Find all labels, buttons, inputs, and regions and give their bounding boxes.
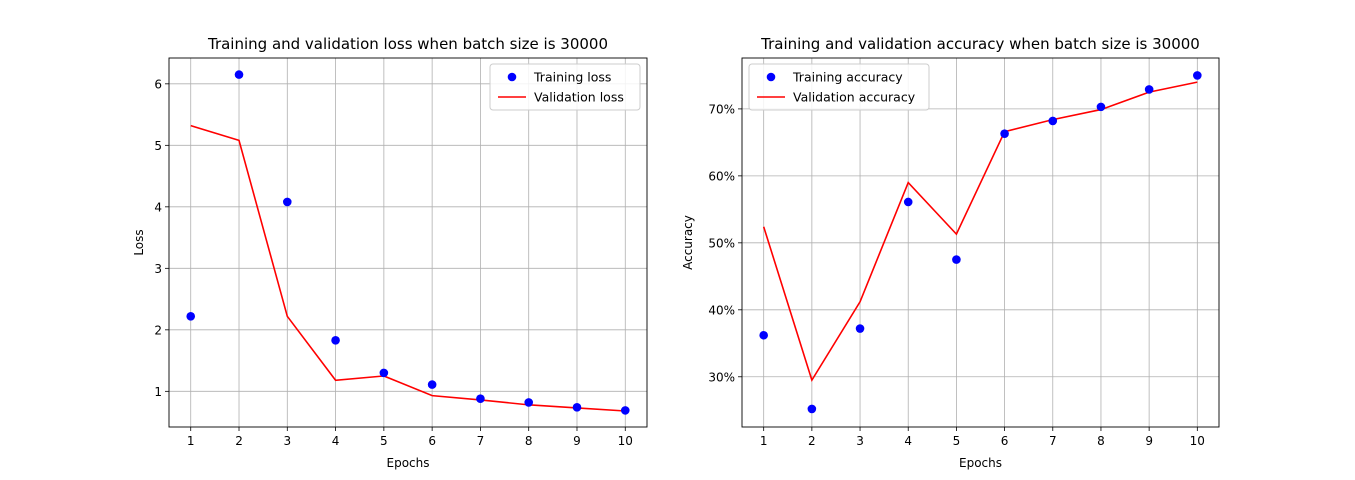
loss-x-tick-label: 4	[332, 434, 340, 448]
accuracy-chart-y-axis-label: Accuracy	[681, 215, 695, 270]
accuracy-x-tick-label: 9	[1145, 434, 1153, 448]
loss-legend-box	[489, 63, 641, 111]
accuracy-x-tick-label: 3	[856, 434, 864, 448]
accuracy-chart-plot-area: 1 2 3 4 5 6 7 8 9 10 30% 40% 50% 60% 70%	[708, 57, 1220, 448]
accuracy-x-tick-label: 1	[760, 434, 768, 448]
accuracy-x-tick-label: 7	[1049, 434, 1057, 448]
accuracy-chart-x-axis-label: Epochs	[959, 456, 1002, 470]
loss-training-point	[234, 70, 244, 79]
loss-training-point	[572, 403, 582, 412]
loss-x-tick-label: 1	[187, 434, 195, 448]
loss-legend-label: Training loss	[533, 70, 611, 85]
loss-training-point	[282, 197, 292, 207]
accuracy-y-tick-label: 60%	[708, 169, 735, 183]
accuracy-y-tick-label: 40%	[708, 303, 735, 317]
loss-training-point	[476, 394, 485, 404]
accuracy-training-point	[952, 255, 961, 264]
loss-x-tick-label: 3	[283, 434, 291, 448]
accuracy-y-tick-label: 50%	[708, 236, 735, 250]
loss-y-tick-label: 1	[154, 385, 162, 399]
accuracy-training-point	[1048, 116, 1058, 126]
accuracy-legend-box	[748, 63, 930, 111]
loss-chart-plot-area: 1 2 3 4 5 6 7 8 9 10 1 2 3 4 5 6	[154, 57, 648, 448]
loss-x-tick-label: 9	[573, 434, 581, 448]
accuracy-x-tick-label: 8	[1097, 434, 1105, 448]
loss-chart-y-axis-label: Loss	[132, 229, 146, 255]
accuracy-training-point	[1000, 129, 1009, 138]
loss-x-tick-label: 2	[235, 434, 243, 448]
loss-training-point	[331, 335, 340, 345]
loss-y-tick-label: 5	[154, 139, 162, 153]
loss-x-tick-label: 6	[428, 434, 436, 448]
loss-chart-title: Training and validation loss when batch …	[207, 35, 608, 53]
loss-training-point	[620, 406, 630, 415]
accuracy-x-tick-label: 10	[1190, 434, 1205, 448]
accuracy-training-point	[903, 197, 913, 207]
loss-y-tick-label: 6	[154, 77, 162, 91]
accuracy-training-point	[1144, 85, 1154, 94]
accuracy-chart: Training and validation accuracy when ba…	[681, 35, 1220, 470]
accuracy-training-point	[1096, 102, 1106, 112]
loss-chart-x-axis-label: Epochs	[387, 456, 430, 470]
loss-x-tick-label: 10	[618, 434, 633, 448]
accuracy-chart-title: Training and validation accuracy when ba…	[760, 35, 1200, 53]
accuracy-y-tick-label: 30%	[708, 370, 735, 384]
loss-x-tick-label: 8	[525, 434, 533, 448]
accuracy-axes-frame	[741, 57, 1220, 428]
loss-training-point	[379, 368, 389, 378]
accuracy-training-point	[855, 324, 865, 333]
loss-legend-marker-training	[507, 72, 517, 82]
loss-training-point	[524, 398, 534, 407]
loss-axes-frame	[168, 57, 648, 428]
accuracy-x-tick-label: 6	[1001, 434, 1009, 448]
loss-legend-label: Validation loss	[534, 90, 624, 105]
loss-x-tick-label: 5	[380, 434, 388, 448]
accuracy-legend-label: Validation accuracy	[793, 90, 916, 105]
accuracy-legend: Training accuracy Validation accuracy	[748, 63, 930, 111]
accuracy-x-tick-label: 4	[904, 434, 912, 448]
accuracy-x-tick-label: 2	[808, 434, 816, 448]
accuracy-validation-line	[762, 81, 1198, 383]
loss-y-tick-label: 4	[154, 200, 162, 214]
loss-training-point	[427, 380, 437, 389]
loss-training-point	[186, 312, 196, 321]
loss-chart: Training and validation loss when batch …	[132, 35, 648, 470]
accuracy-training-point	[1193, 71, 1202, 80]
loss-legend: Training loss Validation loss	[489, 63, 641, 111]
accuracy-legend-label: Training accuracy	[792, 70, 903, 85]
accuracy-x-tick-label: 5	[953, 434, 961, 448]
loss-y-tick-label: 3	[154, 262, 162, 276]
accuracy-training-point	[807, 404, 817, 414]
loss-validation-line	[190, 124, 626, 412]
loss-x-tick-label: 7	[477, 434, 485, 448]
accuracy-training-point	[759, 330, 768, 340]
loss-y-tick-label: 2	[154, 323, 162, 337]
accuracy-y-tick-label: 70%	[708, 102, 735, 116]
accuracy-legend-marker-training	[766, 72, 776, 82]
